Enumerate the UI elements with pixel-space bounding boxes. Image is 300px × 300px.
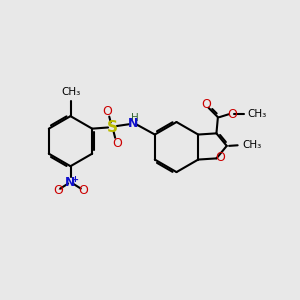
Text: S: S bbox=[107, 120, 118, 135]
Text: CH₃: CH₃ bbox=[242, 140, 261, 150]
Text: N: N bbox=[65, 176, 76, 189]
Text: +: + bbox=[71, 175, 78, 184]
Text: N: N bbox=[128, 117, 138, 130]
Text: CH₃: CH₃ bbox=[247, 109, 267, 119]
Text: O: O bbox=[201, 98, 211, 111]
Text: O: O bbox=[216, 151, 226, 164]
Text: ⁻: ⁻ bbox=[58, 188, 63, 198]
Text: O: O bbox=[227, 108, 237, 121]
Text: O: O bbox=[53, 184, 63, 197]
Text: H: H bbox=[131, 113, 139, 123]
Text: O: O bbox=[78, 184, 88, 197]
Text: O: O bbox=[102, 105, 112, 118]
Text: CH₃: CH₃ bbox=[61, 87, 80, 97]
Text: O: O bbox=[112, 136, 122, 150]
